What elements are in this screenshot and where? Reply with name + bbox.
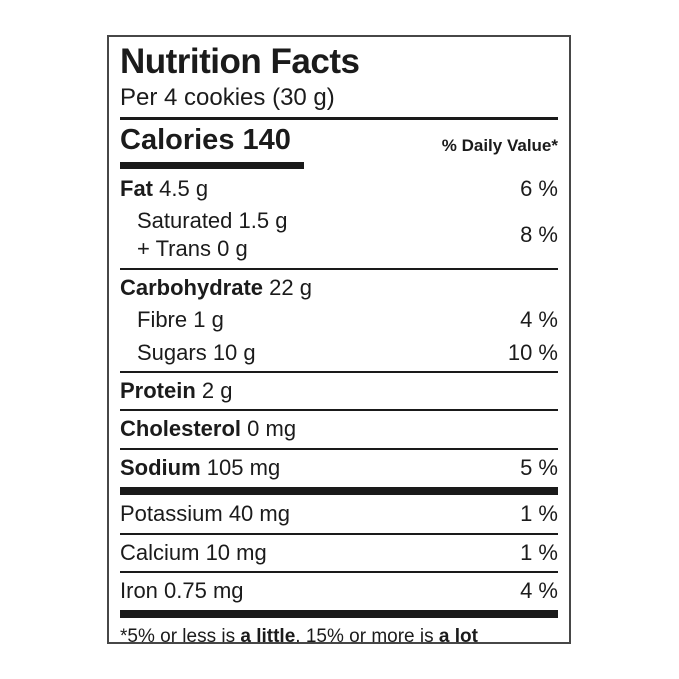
sodium-amount: 105 mg: [206, 454, 281, 480]
nutrient-row-iron: Iron 0.75 mg 4 %: [120, 575, 558, 607]
iron-label: Iron 0.75 mg: [120, 577, 244, 603]
saturated-trans-label: Saturated 1.5 g + Trans 0 g: [120, 207, 287, 264]
carbohydrate-label: Carbohydrate 22 g: [120, 275, 312, 301]
sugars-label: Sugars 10 g: [137, 339, 256, 365]
calcium-percent: 1 %: [520, 539, 558, 565]
separator-line: [120, 532, 558, 535]
thick-separator-bar: [120, 610, 558, 619]
saturated-line: Saturated 1.5 g: [137, 208, 288, 234]
nutrient-row-sugars: Sugars 10 g 10 %: [120, 337, 558, 369]
footnote-text-1: *5% or less is: [120, 626, 241, 644]
potassium-label: Potassium 40 mg: [120, 501, 290, 527]
protein-label: Protein 2 g: [120, 378, 233, 404]
trans-line: + Trans 0 g: [137, 236, 248, 262]
saturated-trans-percent: 8 %: [520, 222, 558, 248]
carbohydrate-amount: 22 g: [269, 274, 312, 300]
separator-line: [120, 570, 558, 573]
cholesterol-label: Cholesterol 0 mg: [120, 416, 296, 442]
fat-percent: 6 %: [520, 175, 558, 201]
nutrient-row-protein: Protein 2 g: [120, 375, 558, 407]
footnote-text-2: , 15% or more is: [295, 626, 439, 644]
daily-value-header: % Daily Value*: [441, 135, 558, 155]
fat-label: Fat 4.5 g: [120, 176, 208, 202]
fat-amount: 4.5 g: [159, 175, 209, 201]
separator-line: [120, 370, 558, 373]
sugars-percent: 10 %: [507, 339, 558, 365]
nutrient-row-potassium: Potassium 40 mg 1 %: [120, 498, 558, 530]
iron-percent: 4 %: [520, 577, 558, 603]
sodium-label: Sodium 105 mg: [120, 455, 280, 481]
calcium-label: Calcium 10 mg: [120, 539, 267, 565]
separator-line: [120, 409, 558, 412]
nutrient-row-fat: Fat 4.5 g 6 %: [120, 173, 558, 205]
separator-line: [120, 267, 558, 270]
protein-amount: 2 g: [201, 377, 233, 403]
serving-size: Per 4 cookies (30 g): [120, 83, 335, 111]
nutrient-row-cholesterol: Cholesterol 0 mg: [120, 413, 558, 445]
daily-value-footnote: *5% or less is a little, 15% or more is …: [120, 621, 558, 644]
fibre-label: Fibre 1 g: [137, 307, 224, 333]
separator-line: [120, 447, 558, 450]
nutrient-row-sodium: Sodium 105 mg 5 %: [120, 452, 558, 484]
protein-name: Protein: [120, 377, 196, 403]
cholesterol-name: Cholesterol: [120, 416, 242, 442]
nutrition-facts-label: Nutrition Facts Per 4 cookies (30 g) Cal…: [107, 35, 571, 644]
fat-name: Fat: [120, 175, 153, 201]
cholesterol-amount: 0 mg: [247, 416, 297, 442]
calories-text: Calories 140: [120, 124, 291, 157]
footnote-bold-a-little: a little: [240, 626, 296, 644]
carbohydrate-name: Carbohydrate: [120, 274, 264, 300]
calories-underline-bar: [120, 161, 304, 169]
separator-line: [120, 117, 558, 121]
sodium-percent: 5 %: [520, 454, 558, 480]
footnote-bold-a-lot: a lot: [438, 626, 478, 644]
sodium-name: Sodium: [120, 454, 201, 480]
nutrient-row-carbohydrate: Carbohydrate 22 g: [120, 272, 558, 304]
label-title: Nutrition Facts: [120, 42, 360, 81]
fibre-percent: 4 %: [520, 307, 558, 333]
nutrient-row-calcium: Calcium 10 mg 1 %: [120, 537, 558, 569]
nutrient-row-fibre: Fibre 1 g 4 %: [120, 304, 558, 336]
thick-separator-bar: [120, 487, 558, 496]
nutrient-row-saturated-trans: Saturated 1.5 g + Trans 0 g 8 %: [120, 205, 558, 266]
potassium-percent: 1 %: [520, 501, 558, 527]
calories-row: Calories 140 % Daily Value*: [120, 124, 558, 157]
